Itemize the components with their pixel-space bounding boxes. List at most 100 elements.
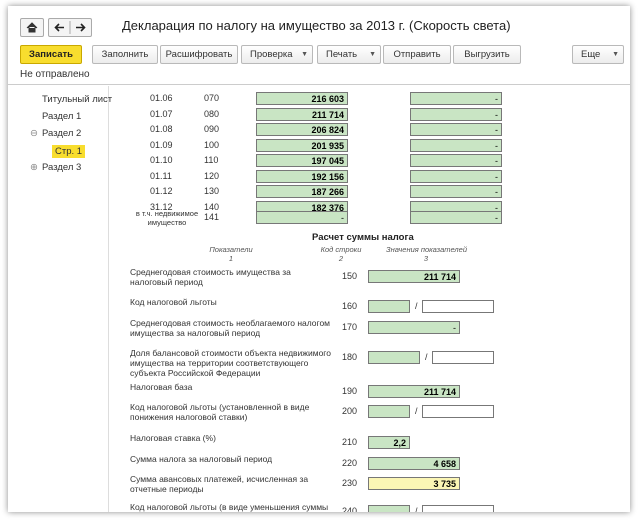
window: Декларация по налогу на имущество за 201… [8,6,630,512]
period-code: 090 [204,124,220,134]
button-label: Проверка [250,49,293,60]
period-code: 130 [204,186,220,196]
row-value[interactable]: - [368,321,460,334]
home-button[interactable] [20,18,44,37]
input-box[interactable] [432,351,494,364]
toolbar-button[interactable]: Записать [20,45,82,64]
period-code: 100 [204,139,220,150]
tree-toggle[interactable]: ⊖ [30,128,38,139]
period-extra[interactable]: - [410,92,502,105]
dropdown-arrow: ▼ [612,51,619,58]
nav-item[interactable]: Стр. 1 [52,145,86,158]
row-code: 170 [342,322,358,332]
input-box[interactable] [422,405,494,418]
toolbar-button[interactable]: Еще ▼ [572,45,624,64]
divider [8,84,630,85]
row-label: Среднегодовая стоимость необлагаемого на… [130,318,331,338]
period-extra[interactable]: - [410,169,502,183]
row-code: 150 [342,271,358,281]
row-value[interactable]: 211 714 [368,385,460,398]
input-box[interactable] [368,300,410,313]
nav-arrows[interactable] [48,18,92,37]
toolbar-button[interactable]: Отправить [383,45,451,64]
input-box[interactable] [422,505,494,512]
nav-item[interactable]: Титульный лист [42,94,113,105]
period-value[interactable]: 197 045 [256,154,348,167]
input-box[interactable] [368,505,410,512]
period-date: 01.11 [150,170,172,181]
tree-toggle[interactable]: ⊕ [30,162,38,173]
period-date: 01.09 [150,139,173,150]
period-extra[interactable]: - [410,211,502,224]
period-extra[interactable]: - [410,107,502,121]
window-title: Декларация по налогу на имущество за 201… [122,18,511,33]
column-header: Показатели [209,245,253,254]
column-header: Значения показателей [386,245,468,254]
column-number: 2 [338,254,344,263]
status: Не отправлено [20,69,90,80]
toolbar-button[interactable]: Выгрузить [453,45,521,64]
period-extra[interactable]: - [410,185,502,198]
period-date: 31.12 [150,201,173,212]
button-label: Выгрузить [464,49,510,60]
period-date: в т.ч. недвижимое имущество [135,209,199,227]
toolbar-button[interactable]: Проверка ▼ [241,45,313,64]
period-extra[interactable]: - [410,123,502,136]
period-value[interactable]: 192 156 [256,169,348,183]
period-value[interactable]: - [256,211,348,224]
period-value[interactable]: 206 824 [256,123,348,136]
period-value[interactable]: 187 266 [256,185,348,198]
row-label: Код налоговой льготы [130,297,217,307]
input-box[interactable] [368,351,420,364]
period-extra[interactable]: - [410,154,502,167]
nav-panel [12,86,109,512]
dropdown-arrow: ▼ [369,51,376,58]
toolbar-button[interactable]: Заполнить [92,45,158,64]
nav-item[interactable]: Раздел 3 [42,162,82,173]
toolbar-button[interactable]: Расшифровать [160,45,238,64]
period-code: 110 [204,155,219,165]
separator: / [415,506,418,512]
row-code: 220 [342,458,358,468]
content: 01.06 070 216 603 - 01.07 080 211 714 - 01.08 090… [116,86,630,512]
row-label: Код налоговой льготы (установленной в ви… [130,402,310,422]
row-label: Сумма авансовых платежей, исчисленная за… [130,474,309,494]
input-box[interactable] [368,405,410,418]
period-value[interactable]: 201 935 [256,138,348,152]
nav-item[interactable]: Раздел 2 [42,128,82,139]
period-extra[interactable]: - [410,138,502,152]
row-label: Налоговая ставка (%) [130,433,216,443]
period-date: 01.08 [150,124,173,134]
row-value[interactable]: 4 658 [368,457,460,470]
period-value[interactable]: 211 714 [256,107,348,121]
input-box[interactable] [422,300,494,313]
separator: / [415,406,418,416]
period-date: 01.06 [150,93,173,103]
row-code: 190 [342,386,358,396]
row-value[interactable]: 2,2 [368,436,410,449]
row-code: 180 [342,352,358,362]
period-date: 01.07 [150,108,173,119]
separator: / [415,301,418,311]
period-code: 070 [204,93,220,103]
toolbar-button[interactable]: Печать ▼ [317,45,381,64]
button-label: Печать [326,49,358,60]
period-code: 080 [204,108,220,119]
button-label: Заполнить [101,49,149,60]
row-code: 160 [342,301,358,311]
dropdown-arrow: ▼ [301,51,308,58]
row-value[interactable]: 3 735 [368,477,460,490]
row-value[interactable]: 211 714 [368,270,460,283]
button-label: Еще [581,49,601,60]
column-header: Код строки [320,245,362,254]
column-number: 1 [228,254,234,263]
row-label: Код налоговой льготы (в виде уменьшения … [130,502,329,512]
row-code: 210 [342,437,358,447]
period-value[interactable]: 216 603 [256,92,348,105]
row-label: Среднегодовая стоимость имущества за нал… [130,267,291,287]
column-number: 3 [423,254,429,263]
row-code: 230 [342,478,358,488]
separator: / [425,352,428,362]
period-code: 120 [204,170,220,181]
nav-item[interactable]: Раздел 1 [42,111,82,122]
